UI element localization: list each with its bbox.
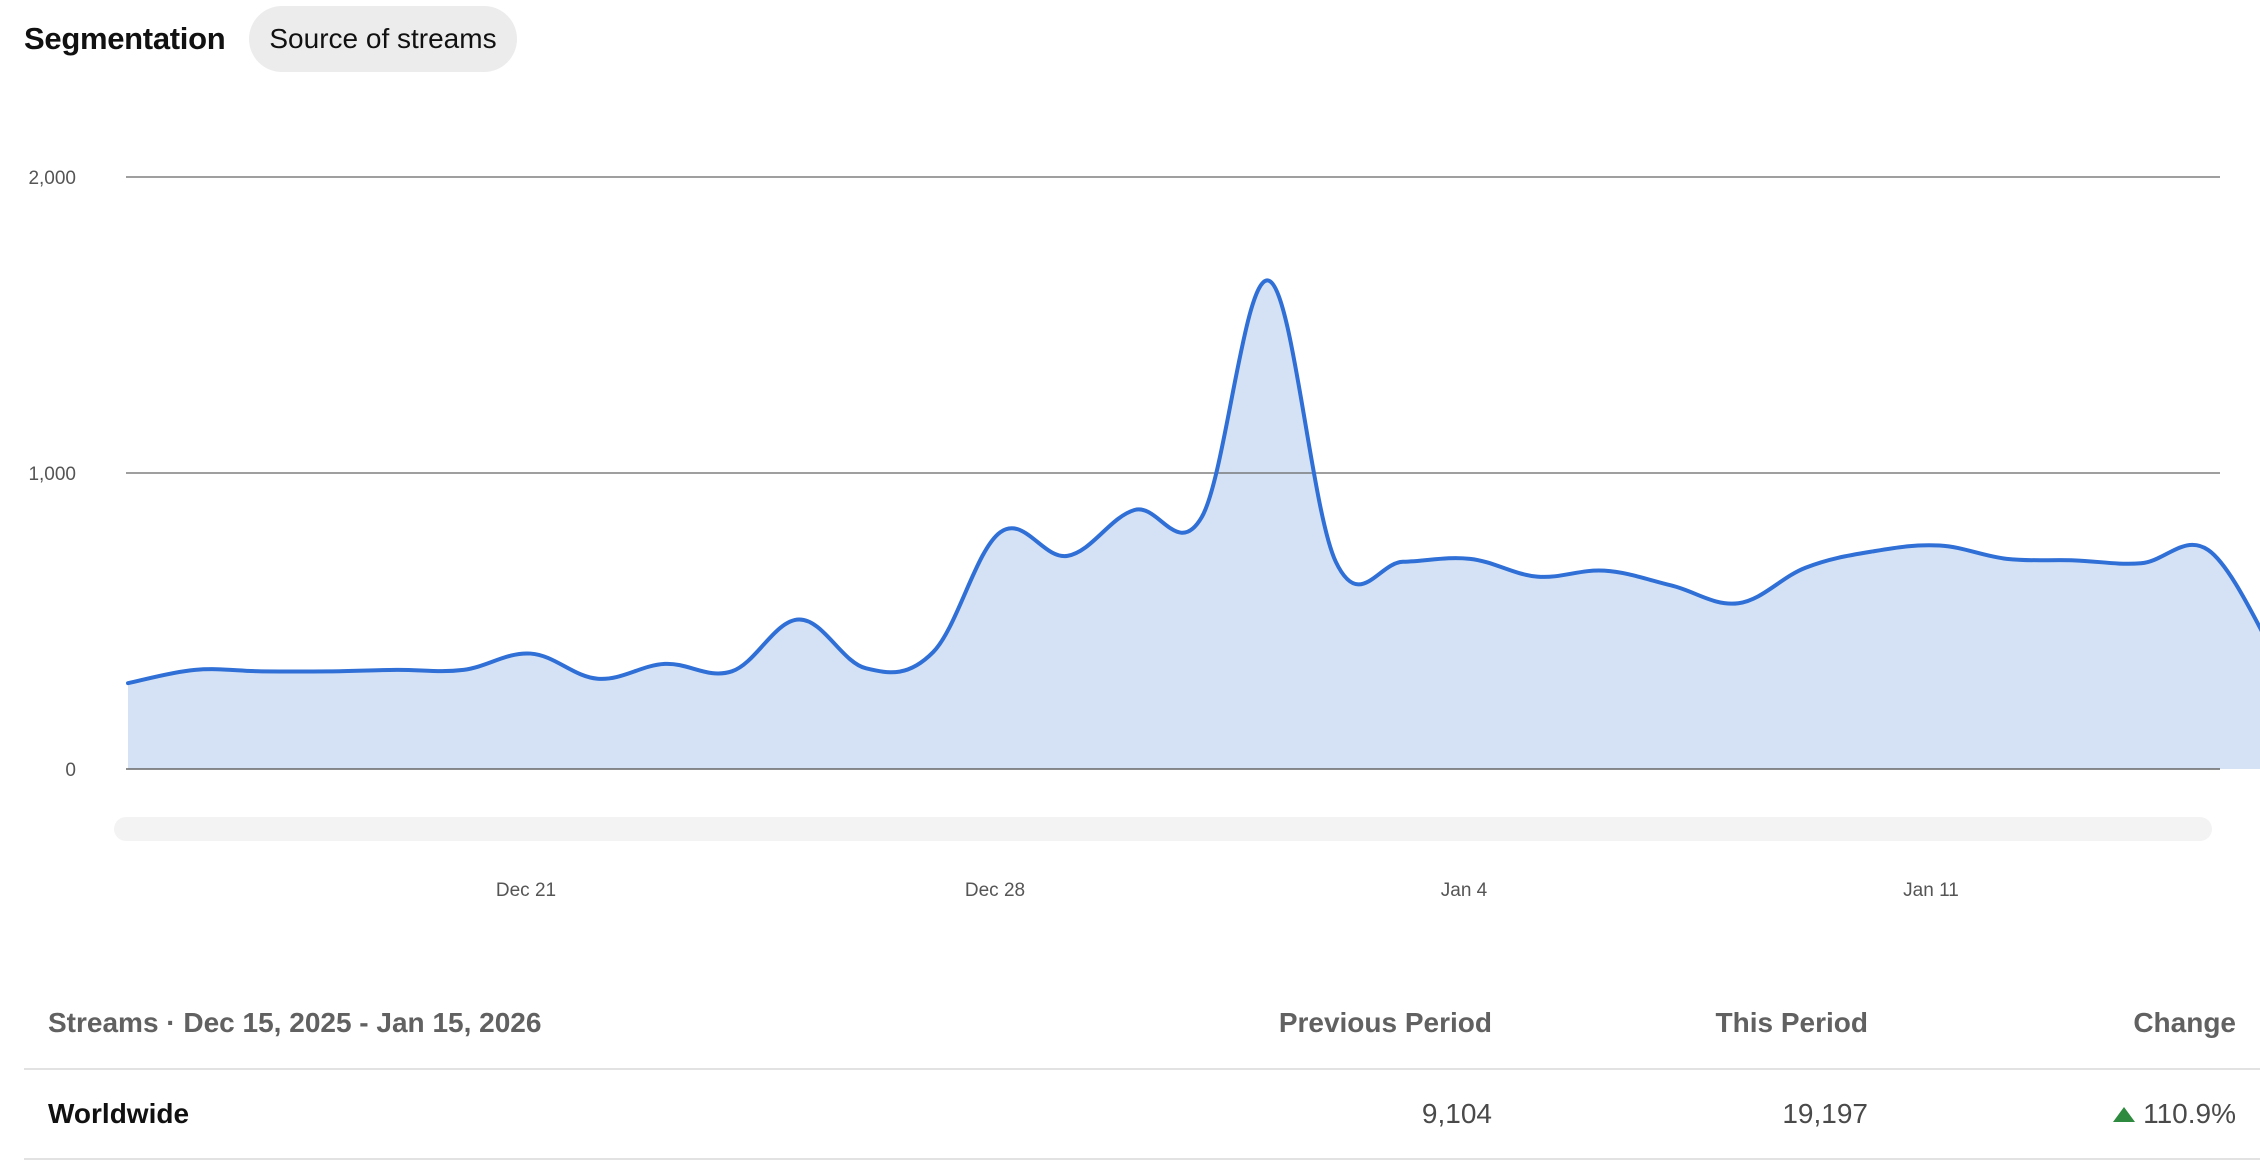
streams-area bbox=[128, 280, 2260, 769]
data-point[interactable] bbox=[1934, 540, 1946, 552]
data-point[interactable] bbox=[1330, 556, 1342, 568]
segmentation-title: Segmentation bbox=[24, 21, 226, 56]
row-name-worldwide: Worldwide bbox=[48, 1098, 190, 1129]
data-point[interactable] bbox=[793, 614, 805, 626]
table-row[interactable]: Worldwide 9,104 19,197 110.9% bbox=[24, 1070, 2260, 1160]
data-point[interactable] bbox=[1800, 562, 1812, 574]
x-tick-label: Dec 21 bbox=[496, 880, 556, 901]
x-tick-label: Dec 28 bbox=[965, 880, 1025, 901]
data-point[interactable] bbox=[659, 658, 671, 670]
data-point[interactable] bbox=[458, 664, 470, 676]
streams-chart: 0 1,000 2,000 Dec 21 Dec 28 Jan 4 Jan 11 bbox=[28, 168, 2260, 901]
range-slider-track[interactable] bbox=[114, 817, 2212, 841]
data-point[interactable] bbox=[592, 673, 604, 685]
streams-series-line[interactable] bbox=[126, 278, 2260, 686]
data-point[interactable] bbox=[860, 662, 872, 674]
data-point[interactable] bbox=[256, 665, 268, 677]
up-arrow-icon bbox=[2113, 1106, 2136, 1122]
data-point[interactable] bbox=[1061, 550, 1073, 562]
data-point[interactable] bbox=[2001, 553, 2013, 565]
data-point[interactable] bbox=[2068, 554, 2080, 566]
row-change-cell: 110.9% bbox=[2113, 1098, 2236, 1130]
streams-table: Streams · Dec 15, 2025 - Jan 15, 2026 Pr… bbox=[24, 978, 2260, 1160]
data-point[interactable] bbox=[927, 646, 939, 658]
data-point[interactable] bbox=[390, 664, 402, 676]
data-point[interactable] bbox=[1732, 597, 1744, 609]
data-point[interactable] bbox=[2202, 544, 2214, 556]
data-point[interactable] bbox=[525, 648, 537, 660]
row-previous-period-value: 9,104 bbox=[1421, 1098, 1492, 1129]
row-change-value: 110.9% bbox=[2143, 1098, 2236, 1129]
data-point[interactable] bbox=[1196, 511, 1208, 523]
y-tick-label: 0 bbox=[65, 760, 76, 781]
data-point[interactable] bbox=[1665, 579, 1677, 591]
data-point[interactable] bbox=[323, 665, 335, 677]
y-tick-label: 1,000 bbox=[28, 464, 76, 485]
x-tick-label: Jan 11 bbox=[1903, 880, 1959, 901]
table-header-previous-period[interactable]: Previous Period bbox=[1278, 1007, 1492, 1038]
data-point[interactable] bbox=[1531, 571, 1543, 583]
x-tick-label: Jan 4 bbox=[1441, 880, 1488, 901]
data-point[interactable] bbox=[1464, 553, 1476, 565]
y-tick-label: 2,000 bbox=[28, 168, 76, 189]
source-of-streams-chip[interactable]: Source of streams bbox=[249, 6, 517, 72]
data-point[interactable] bbox=[1397, 556, 1409, 568]
data-point[interactable] bbox=[1263, 275, 1275, 287]
data-point[interactable] bbox=[2135, 557, 2147, 569]
data-point[interactable] bbox=[1129, 504, 1141, 516]
data-point[interactable] bbox=[122, 677, 134, 689]
data-point[interactable] bbox=[1598, 565, 1610, 577]
data-point[interactable] bbox=[189, 664, 201, 676]
segmentation-header: Segmentation Source of streams bbox=[24, 6, 517, 72]
data-point[interactable] bbox=[726, 665, 738, 677]
table-header-this-period[interactable]: This Period bbox=[1715, 1007, 1868, 1038]
data-point[interactable] bbox=[1867, 545, 1879, 557]
row-this-period-value: 19,197 bbox=[1782, 1098, 1868, 1129]
table-header-streams-period: Streams · Dec 15, 2025 - Jan 15, 2026 bbox=[48, 1007, 542, 1038]
data-point[interactable] bbox=[994, 526, 1006, 538]
table-header-change[interactable]: Change bbox=[2133, 1007, 2236, 1038]
table-header-row: Streams · Dec 15, 2025 - Jan 15, 2026 Pr… bbox=[24, 978, 2260, 1070]
